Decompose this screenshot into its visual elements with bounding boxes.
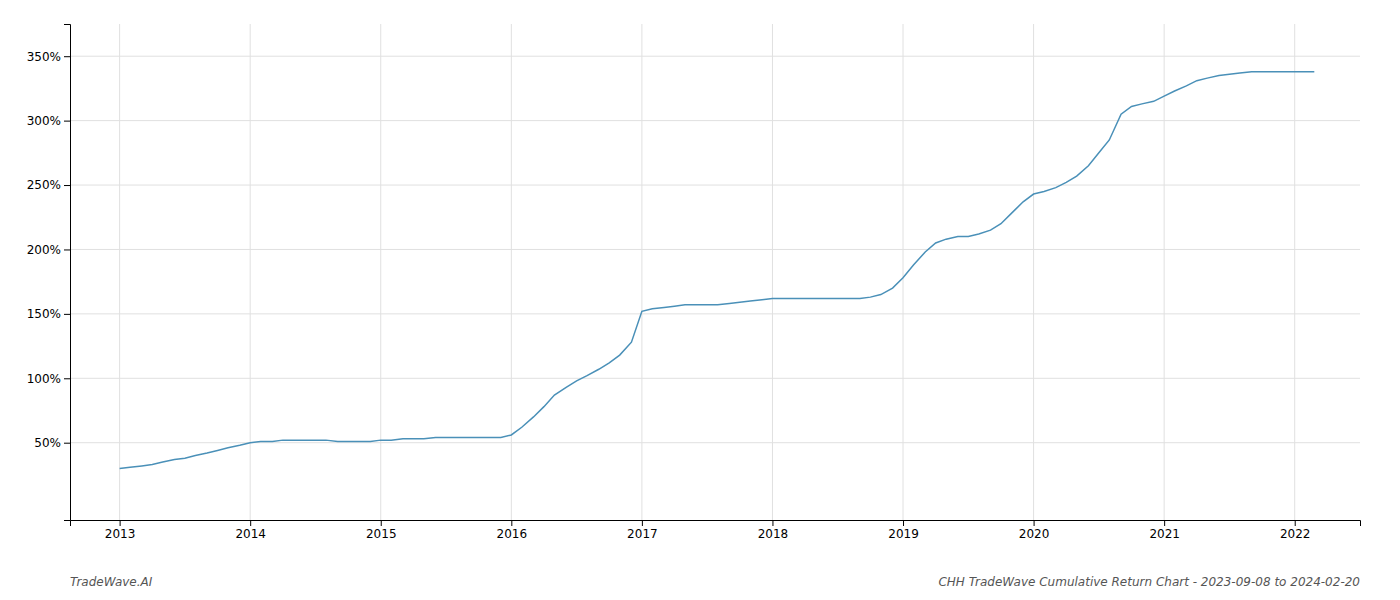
chart: 2013 2014 2015 2016 2017 2018 2019 2020 2021 2022… xyxy=(0,0,1400,600)
x-tick-label: 2015 xyxy=(366,527,397,541)
y-tick-mark xyxy=(64,185,70,186)
y-tick: 350% xyxy=(27,50,70,64)
x-tick: 2021 xyxy=(1149,520,1180,541)
y-tick-label: 50% xyxy=(34,436,61,450)
x-tick-mark xyxy=(120,520,121,526)
x-tick-label: 2018 xyxy=(758,527,789,541)
grid-line-y xyxy=(70,442,1360,443)
y-tick: 50% xyxy=(34,436,70,450)
x-tick-mark xyxy=(903,520,904,526)
y-tick: 300% xyxy=(27,114,70,128)
x-tick: 2018 xyxy=(758,520,789,541)
plot: 2013 2014 2015 2016 2017 2018 2019 2020 2021 2022… xyxy=(27,24,1361,541)
y-tick-mark xyxy=(64,314,70,315)
x-tick: 2022 xyxy=(1280,520,1311,541)
footer-right: CHH TradeWave Cumulative Return Chart - … xyxy=(938,575,1360,589)
y-tick-label: 200% xyxy=(27,243,61,257)
grid-line-x xyxy=(1294,24,1295,520)
grid-line-x xyxy=(1033,24,1034,520)
x-axis: 2013 2014 2015 2016 2017 2018 2019 2020 2021 2022 xyxy=(71,520,1361,541)
x-tick: 2016 xyxy=(497,520,528,541)
grid-line-x xyxy=(250,24,251,520)
y-tick-label: 350% xyxy=(27,50,61,64)
grid-line-x xyxy=(380,24,381,520)
x-tick: 2020 xyxy=(1019,520,1050,541)
y-axis-line xyxy=(64,25,71,521)
grid-line-y xyxy=(70,249,1360,250)
x-tick-mark xyxy=(1295,520,1296,526)
x-tick-mark xyxy=(772,520,773,526)
x-tick: 2014 xyxy=(235,520,266,541)
grid-line-x xyxy=(119,24,120,520)
grid-line-x xyxy=(903,24,904,520)
y-tick-label: 250% xyxy=(27,178,61,192)
grid-line-y xyxy=(70,120,1360,121)
y-tick-mark xyxy=(64,56,70,57)
footer-left: TradeWave.AI xyxy=(70,575,153,589)
line xyxy=(120,72,1315,469)
y-tick: 100% xyxy=(27,372,70,386)
y-tick-label: 100% xyxy=(27,372,61,386)
y-tick: 250% xyxy=(27,178,70,192)
x-tick-mark xyxy=(642,520,643,526)
grid-line-x xyxy=(511,24,512,520)
grid-line-x xyxy=(772,24,773,520)
y-tick-mark xyxy=(64,378,70,379)
marks xyxy=(120,72,1315,469)
x-tick-mark xyxy=(1034,520,1035,526)
x-tick-label: 2019 xyxy=(888,527,919,541)
grid xyxy=(70,24,1360,520)
y-axis: 50% 100% 150% 200% 250% 300% 350% xyxy=(27,25,71,521)
x-tick-mark xyxy=(511,520,512,526)
x-tick-mark xyxy=(381,520,382,526)
x-tick-label: 2013 xyxy=(105,527,136,541)
x-tick: 2015 xyxy=(366,520,397,541)
grid-line-y xyxy=(70,313,1360,314)
grid-line-x xyxy=(1164,24,1165,520)
x-tick: 2017 xyxy=(627,520,658,541)
y-tick: 150% xyxy=(27,307,70,321)
y-tick-mark xyxy=(64,249,70,250)
grid-line-y xyxy=(70,185,1360,186)
y-tick-mark xyxy=(64,443,70,444)
grid-line-x xyxy=(641,24,642,520)
grid-line-y xyxy=(70,56,1360,57)
x-tick-label: 2022 xyxy=(1280,527,1311,541)
x-tick-label: 2020 xyxy=(1019,527,1050,541)
y-tick: 200% xyxy=(27,243,70,257)
y-tick-label: 150% xyxy=(27,307,61,321)
x-tick-label: 2017 xyxy=(627,527,658,541)
x-axis-line xyxy=(71,521,1361,527)
x-tick-mark xyxy=(1164,520,1165,526)
x-tick-label: 2016 xyxy=(497,527,528,541)
x-tick-label: 2014 xyxy=(235,527,266,541)
y-tick-label: 300% xyxy=(27,114,61,128)
x-tick-mark xyxy=(250,520,251,526)
x-tick: 2013 xyxy=(105,520,136,541)
y-tick-mark xyxy=(64,121,70,122)
x-tick-label: 2021 xyxy=(1149,527,1180,541)
x-tick: 2019 xyxy=(888,520,919,541)
grid-line-y xyxy=(70,378,1360,379)
footer: TradeWave.AI CHH TradeWave Cumulative Ret… xyxy=(70,575,1360,589)
